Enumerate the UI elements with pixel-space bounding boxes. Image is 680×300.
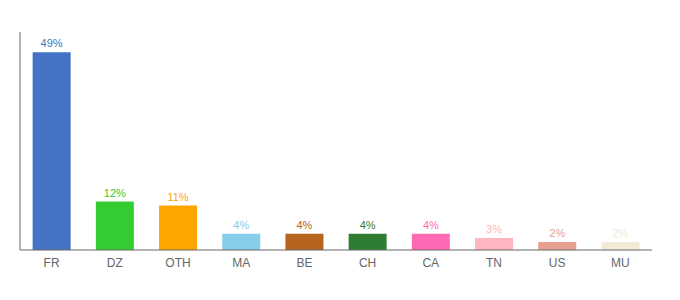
svg-text:11%: 11%: [167, 191, 188, 203]
svg-text:CA: CA: [422, 256, 439, 270]
svg-text:4%: 4%: [423, 219, 439, 231]
svg-text:FR: FR: [44, 256, 60, 270]
svg-text:12%: 12%: [104, 187, 126, 199]
svg-text:DZ: DZ: [107, 256, 123, 270]
svg-text:OTH: OTH: [165, 256, 190, 270]
svg-text:4%: 4%: [296, 219, 312, 231]
svg-text:49%: 49%: [41, 37, 63, 49]
svg-text:US: US: [549, 256, 566, 270]
svg-text:4%: 4%: [233, 219, 249, 231]
svg-text:BE: BE: [296, 256, 312, 270]
svg-text:2%: 2%: [549, 227, 565, 239]
svg-text:2%: 2%: [612, 227, 628, 239]
svg-text:CH: CH: [359, 256, 376, 270]
svg-text:4%: 4%: [360, 219, 376, 231]
svg-text:MA: MA: [232, 256, 250, 270]
svg-text:MU: MU: [611, 256, 630, 270]
svg-text:3%: 3%: [486, 223, 502, 235]
svg-text:TN: TN: [486, 256, 502, 270]
